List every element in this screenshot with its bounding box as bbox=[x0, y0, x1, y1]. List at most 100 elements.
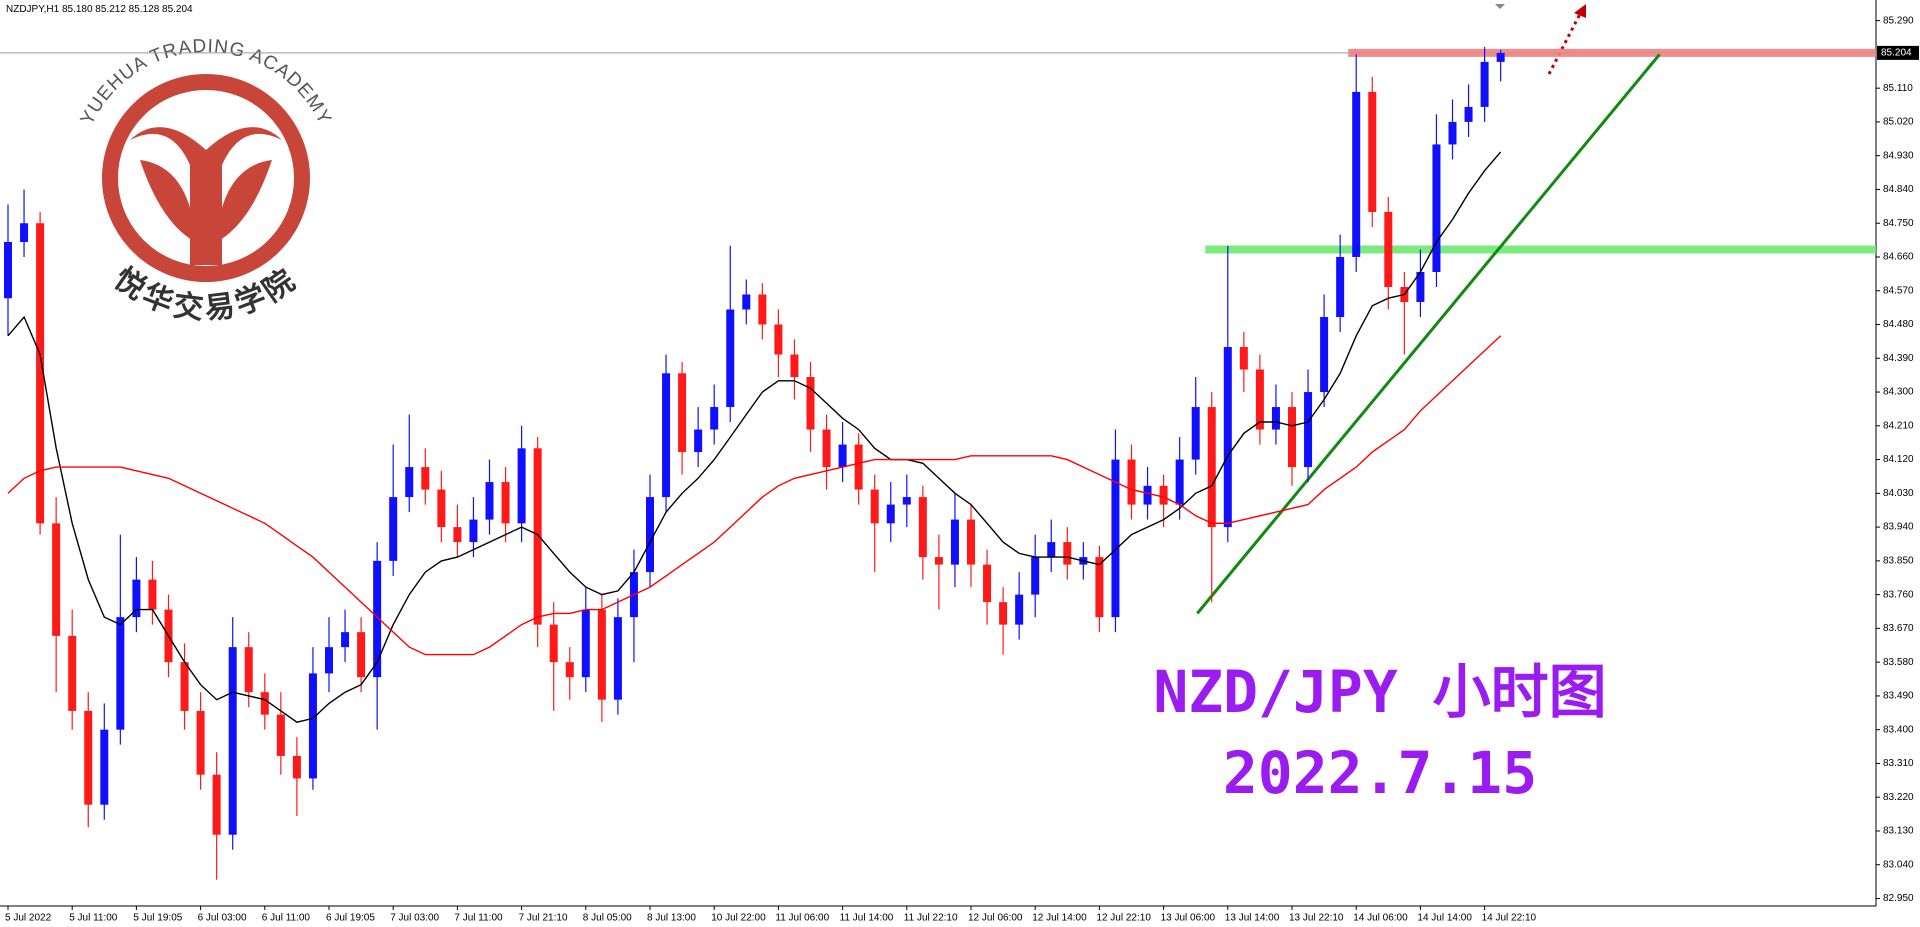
candle-body bbox=[357, 632, 366, 678]
price-tag bbox=[1877, 45, 1919, 60]
trendline bbox=[1196, 53, 1661, 615]
x-tick-label: 7 Jul 11:00 bbox=[454, 913, 503, 924]
candle-body bbox=[453, 527, 462, 543]
candle-body bbox=[1143, 485, 1152, 505]
y-tick-label: 83.580 bbox=[1883, 657, 1914, 668]
y-tick-label: 82.950 bbox=[1883, 893, 1914, 904]
candle-body bbox=[1111, 459, 1120, 618]
candle-body bbox=[662, 373, 671, 498]
watermark-line1: NZD/JPY 小时图 bbox=[1153, 658, 1606, 726]
candle-body bbox=[308, 673, 317, 779]
candle-body bbox=[918, 497, 927, 558]
candle-body bbox=[1464, 106, 1473, 122]
y-tick-label: 84.750 bbox=[1883, 218, 1914, 229]
candle-body bbox=[726, 309, 735, 408]
x-tick-label: 12 Jul 22:10 bbox=[1096, 913, 1151, 924]
candle-body bbox=[533, 448, 542, 625]
candle-body bbox=[341, 632, 350, 648]
candle-body bbox=[148, 579, 157, 610]
candle-body bbox=[806, 377, 815, 430]
candle-body bbox=[790, 354, 799, 378]
logo-leaf bbox=[140, 160, 272, 240]
candle-body bbox=[758, 294, 767, 325]
x-tick-label: 12 Jul 14:00 bbox=[1032, 913, 1087, 924]
arrow-line bbox=[1547, 13, 1582, 75]
x-tick-label: 5 Jul 2022 bbox=[5, 913, 52, 924]
x-tick-label: 11 Jul 22:10 bbox=[904, 913, 958, 924]
candle-body bbox=[469, 519, 478, 543]
candle-body bbox=[437, 489, 446, 528]
y-tick-label: 84.390 bbox=[1883, 353, 1914, 364]
candle-body bbox=[886, 504, 895, 524]
candle-body bbox=[1336, 256, 1345, 318]
y-tick-label: 83.220 bbox=[1883, 792, 1914, 803]
x-tick-label: 6 Jul 11:00 bbox=[262, 913, 311, 924]
x-tick-label: 7 Jul 03:00 bbox=[390, 913, 439, 924]
candle-body bbox=[373, 560, 382, 678]
candle-body bbox=[1159, 485, 1168, 505]
candle-body bbox=[1432, 144, 1441, 272]
candle-body bbox=[501, 482, 510, 524]
plot-area bbox=[0, 46, 1876, 880]
candle-body bbox=[613, 617, 622, 700]
x-tick-label: 14 Jul 06:00 bbox=[1353, 913, 1408, 924]
candle-body bbox=[950, 519, 959, 565]
y-tick-label: 84.030 bbox=[1883, 488, 1914, 499]
candle-body bbox=[276, 714, 285, 756]
candle-body bbox=[983, 564, 992, 603]
candle-body bbox=[1288, 407, 1296, 468]
candle-body bbox=[774, 324, 783, 355]
y-tick-label: 83.130 bbox=[1883, 826, 1914, 837]
y-tick-label: 83.310 bbox=[1883, 758, 1914, 769]
y-tick-label: 83.400 bbox=[1883, 724, 1914, 735]
candle-body bbox=[870, 489, 879, 524]
candle-body bbox=[228, 647, 237, 835]
y-tick-label: 84.660 bbox=[1883, 252, 1914, 263]
candle-body bbox=[822, 429, 831, 468]
logo-mark bbox=[130, 127, 282, 265]
candle-body bbox=[1127, 459, 1136, 505]
candle-body bbox=[549, 624, 558, 663]
x-tick-label: 11 Jul 06:00 bbox=[775, 913, 829, 924]
candle-body bbox=[1304, 392, 1313, 468]
x-tick-label: 6 Jul 03:00 bbox=[198, 913, 247, 924]
candle-body bbox=[389, 497, 398, 561]
candle-body bbox=[1207, 407, 1216, 528]
ma-line bbox=[7, 151, 1502, 723]
candle-body bbox=[1223, 347, 1232, 528]
candle-body bbox=[1191, 407, 1200, 460]
candle-body bbox=[180, 662, 189, 711]
candle-body bbox=[1496, 52, 1505, 62]
candle-body bbox=[1320, 317, 1329, 393]
candle-body bbox=[581, 609, 590, 678]
y-tick-label: 83.760 bbox=[1883, 589, 1914, 600]
candle-body bbox=[292, 755, 301, 779]
candle-body bbox=[132, 579, 141, 618]
candle-body bbox=[100, 729, 109, 805]
y-tick-label: 83.850 bbox=[1883, 555, 1914, 566]
candle-body bbox=[999, 602, 1008, 625]
candle-body bbox=[565, 662, 574, 678]
x-tick-label: 14 Jul 22:10 bbox=[1482, 913, 1537, 924]
candle-body bbox=[116, 617, 125, 730]
candle-body bbox=[1047, 542, 1056, 558]
candle-body bbox=[1448, 121, 1457, 145]
candle-body bbox=[1255, 369, 1264, 430]
y-tick-label: 85.290 bbox=[1883, 15, 1914, 26]
candle-body bbox=[20, 223, 29, 242]
candle-body bbox=[325, 647, 333, 674]
logo-ring bbox=[102, 74, 310, 282]
candle-body bbox=[1063, 542, 1072, 565]
y-tick-label: 84.570 bbox=[1883, 285, 1914, 296]
candle-body bbox=[1031, 557, 1040, 595]
candle-body bbox=[212, 774, 221, 835]
shift-marker bbox=[1495, 4, 1505, 9]
candle-body bbox=[421, 467, 430, 490]
y-tick-label: 84.930 bbox=[1883, 150, 1914, 161]
y-tick-label: 84.480 bbox=[1883, 319, 1914, 330]
x-tick-label: 8 Jul 05:00 bbox=[583, 913, 632, 924]
x-tick-label: 12 Jul 06:00 bbox=[968, 913, 1023, 924]
candle-body bbox=[1416, 271, 1425, 302]
candle-body bbox=[260, 692, 269, 715]
candle-body bbox=[84, 710, 93, 805]
